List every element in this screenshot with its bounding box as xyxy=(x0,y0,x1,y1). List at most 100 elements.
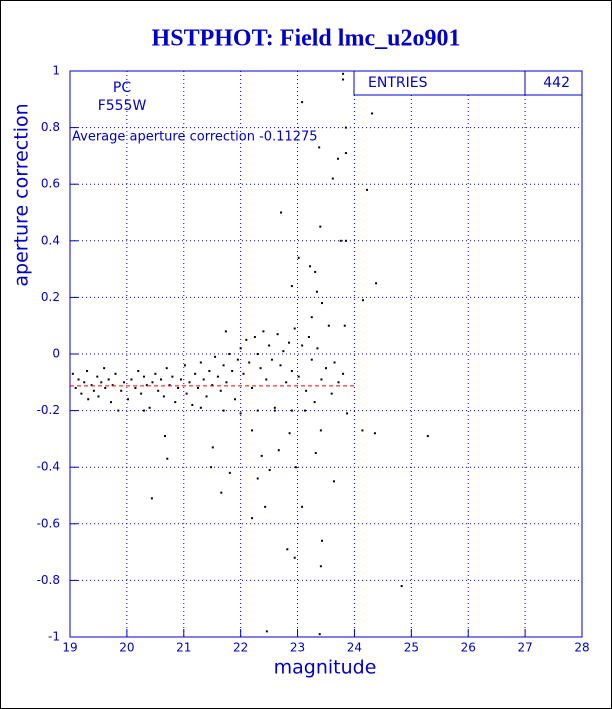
point xyxy=(225,381,228,384)
point xyxy=(90,384,93,387)
plot-frame xyxy=(69,70,583,638)
point xyxy=(168,384,171,387)
point xyxy=(297,375,300,378)
point xyxy=(277,449,280,452)
point xyxy=(179,378,182,381)
y-tick-label: 0 xyxy=(52,347,60,361)
point xyxy=(373,432,376,435)
point xyxy=(301,101,304,104)
point xyxy=(236,358,239,361)
point xyxy=(290,369,293,372)
point xyxy=(160,378,163,381)
point xyxy=(343,324,346,327)
y-tick-label: -0.6 xyxy=(37,516,60,530)
point xyxy=(191,403,194,406)
point xyxy=(426,435,429,438)
point xyxy=(210,466,213,469)
point xyxy=(282,350,285,353)
y-tick-label: -0.4 xyxy=(37,460,60,474)
point xyxy=(174,401,177,404)
stats-box xyxy=(353,70,583,96)
point xyxy=(148,406,151,409)
point xyxy=(301,344,304,347)
point xyxy=(114,372,117,375)
point xyxy=(327,324,330,327)
y-tick-label: -0.2 xyxy=(37,403,60,417)
point xyxy=(80,392,83,395)
point xyxy=(224,330,227,333)
point xyxy=(279,364,282,367)
point xyxy=(211,384,214,387)
point xyxy=(318,146,321,149)
point xyxy=(239,412,242,415)
point xyxy=(314,452,317,455)
point xyxy=(120,389,123,392)
point xyxy=(103,367,106,370)
point xyxy=(74,386,77,389)
point xyxy=(333,361,336,364)
point xyxy=(77,378,80,381)
y-tick-label: 0.4 xyxy=(41,233,60,247)
point xyxy=(321,539,324,542)
point xyxy=(162,395,165,398)
point xyxy=(164,435,167,438)
point xyxy=(251,429,254,432)
point xyxy=(268,469,271,472)
y-tick-label: -0.8 xyxy=(37,573,60,587)
y-tick-label: -1 xyxy=(48,630,60,644)
point xyxy=(216,375,219,378)
point xyxy=(188,381,191,384)
point xyxy=(251,386,254,389)
point xyxy=(270,358,273,361)
point xyxy=(276,333,279,336)
point xyxy=(400,585,403,588)
point xyxy=(336,157,339,160)
point xyxy=(142,375,145,378)
point xyxy=(273,409,276,412)
point xyxy=(134,386,137,389)
point xyxy=(264,505,267,508)
point xyxy=(309,265,312,268)
point xyxy=(104,386,107,389)
point xyxy=(288,432,291,435)
point xyxy=(214,355,217,358)
x-tick-label: 27 xyxy=(517,641,532,655)
point xyxy=(205,395,208,398)
point xyxy=(294,466,297,469)
point xyxy=(154,372,157,375)
y-axis-label: aperture correction xyxy=(11,103,33,286)
point xyxy=(117,409,120,412)
point xyxy=(228,471,231,474)
point xyxy=(171,375,174,378)
point xyxy=(71,372,74,375)
y-tick-label: 0.2 xyxy=(41,290,60,304)
point xyxy=(262,330,265,333)
point xyxy=(142,409,145,412)
point xyxy=(259,367,262,370)
x-tick-label: 26 xyxy=(461,641,476,655)
point xyxy=(344,152,347,155)
x-tick-label: 24 xyxy=(347,641,362,655)
point xyxy=(330,392,333,395)
point xyxy=(100,381,103,384)
y-tick-label: 0.6 xyxy=(41,177,60,191)
point xyxy=(157,389,160,392)
point xyxy=(288,341,291,344)
point xyxy=(87,398,90,401)
point xyxy=(290,409,293,412)
point xyxy=(344,126,347,129)
point xyxy=(337,381,340,384)
x-tick-label: 25 xyxy=(404,641,419,655)
point xyxy=(342,72,345,75)
stats-value: 442 xyxy=(543,75,570,91)
point xyxy=(96,375,99,378)
point xyxy=(293,556,296,559)
point xyxy=(245,338,248,341)
point xyxy=(140,392,143,395)
point xyxy=(242,372,245,375)
point xyxy=(319,225,322,228)
point xyxy=(222,409,225,412)
point xyxy=(137,369,140,372)
point xyxy=(375,282,378,285)
